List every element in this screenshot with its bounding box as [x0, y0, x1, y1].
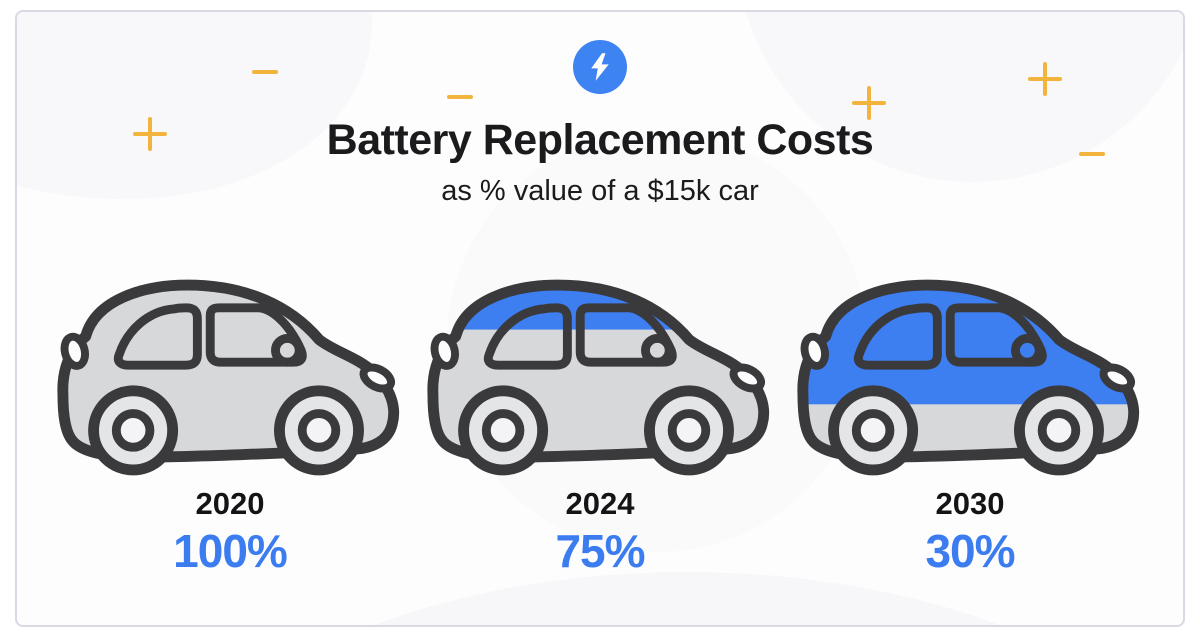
year-label: 2030 [935, 486, 1005, 521]
percent-label: 30% [925, 525, 1015, 577]
car-icon [56, 278, 404, 480]
plus-mark-icon [1028, 62, 1062, 96]
infographic-card: Battery Replacement Costs as % value of … [15, 10, 1185, 627]
car-column: 2030 30% [790, 278, 1150, 578]
car-column: 2020 100% [50, 278, 410, 578]
background-blob [137, 572, 1183, 625]
year-label: 2024 [565, 486, 635, 521]
page-subtitle: as % value of a $15k car [441, 175, 759, 207]
car-icon [426, 278, 774, 480]
cars-row: 2020 100% 2024 75% [17, 278, 1183, 578]
minus-mark-icon [447, 95, 473, 99]
plus-mark-icon [852, 86, 886, 120]
percent-label: 100% [173, 525, 288, 577]
minus-mark-icon [1079, 152, 1105, 156]
minus-mark-icon [252, 70, 278, 74]
car-icon [796, 278, 1144, 480]
page-title: Battery Replacement Costs [326, 116, 874, 164]
plus-mark-icon [133, 117, 167, 151]
car-column: 2024 75% [420, 278, 780, 578]
year-label: 2020 [195, 486, 265, 521]
header: Battery Replacement Costs as % value of … [17, 40, 1183, 208]
percent-label: 75% [555, 525, 645, 577]
lightning-icon [573, 40, 627, 94]
